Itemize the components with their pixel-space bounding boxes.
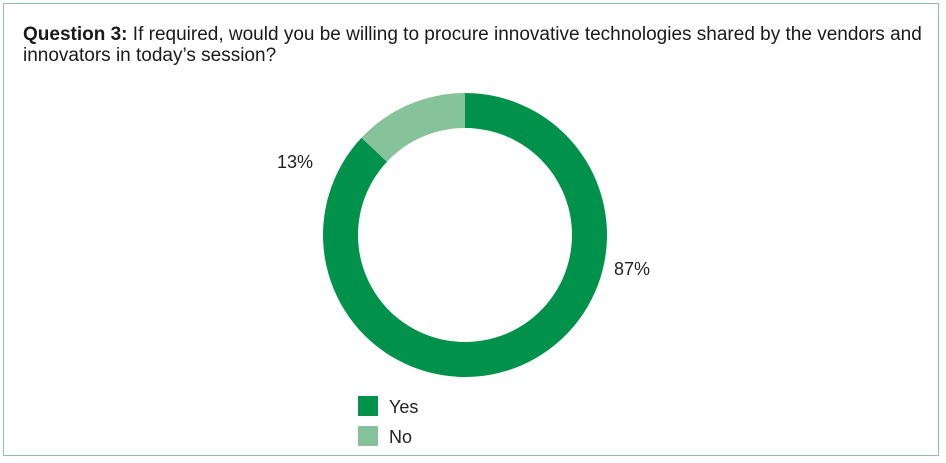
legend-label-yes: Yes xyxy=(389,397,418,417)
donut-slice-no xyxy=(361,93,465,162)
legend: Yes No xyxy=(358,396,418,447)
question-number: Question 3: xyxy=(23,24,128,45)
question-text: Question 3: If required, would you be wi… xyxy=(23,24,923,66)
legend-swatch-yes xyxy=(358,396,378,416)
chart-panel: Question 3: If required, would you be wi… xyxy=(3,3,939,456)
slice-label-yes: 87% xyxy=(614,259,650,279)
legend-swatch-no xyxy=(358,426,378,446)
slice-label-no: 13% xyxy=(277,152,313,172)
donut-slices xyxy=(323,93,607,377)
question-body: If required, would you be willing to pro… xyxy=(23,24,922,66)
legend-label-no: No xyxy=(389,427,412,447)
